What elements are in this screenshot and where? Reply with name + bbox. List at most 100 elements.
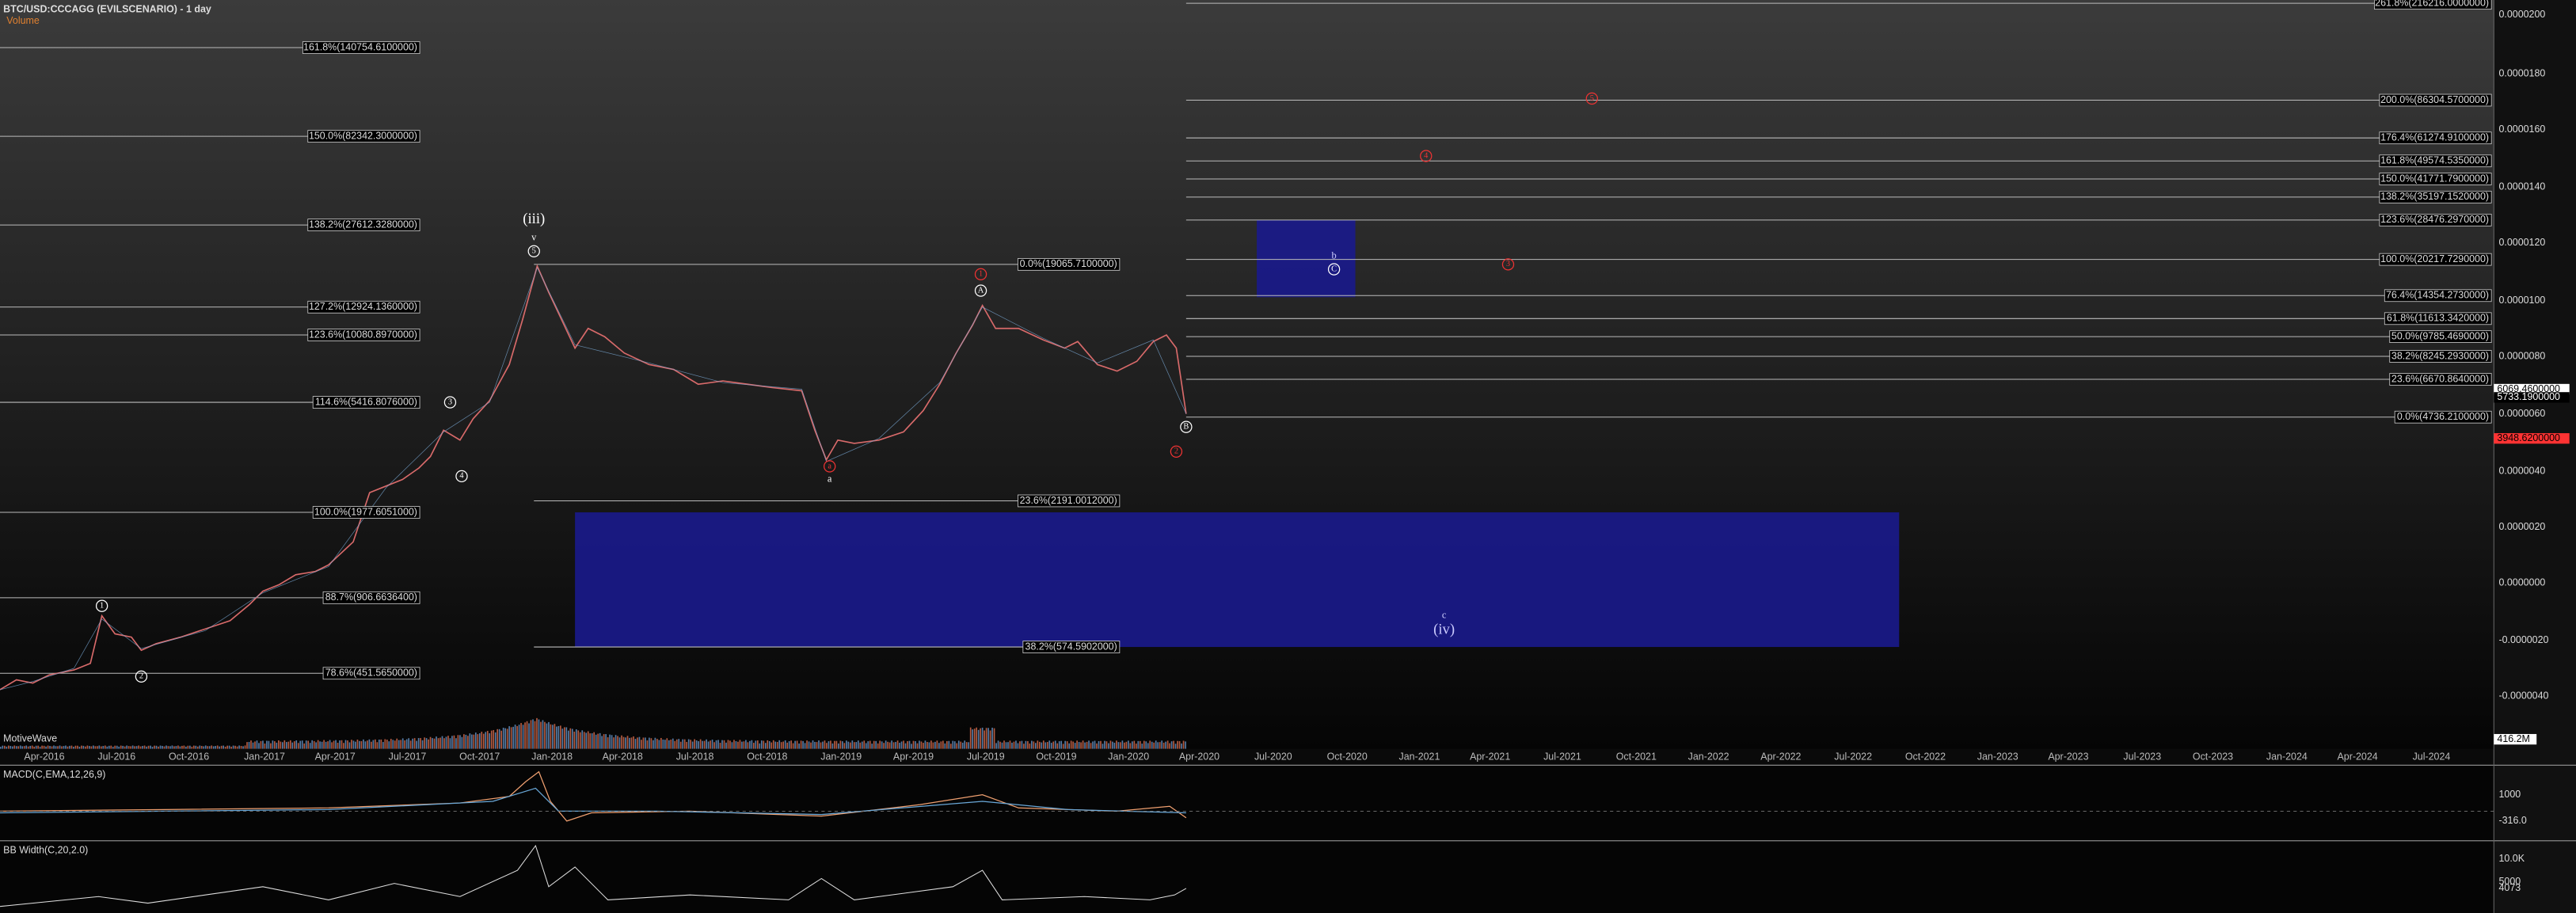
wave-label: 5 xyxy=(532,247,536,256)
volume-bar xyxy=(526,721,528,749)
volume-bar xyxy=(151,747,154,749)
fib-label-box xyxy=(2394,410,2492,424)
wave-label: 5 xyxy=(1590,94,1594,103)
volume-bar xyxy=(1082,740,1084,749)
volume-bar xyxy=(980,728,981,749)
volume-bar xyxy=(135,746,138,749)
volume-bar xyxy=(1166,740,1169,749)
volume-bar xyxy=(69,745,70,749)
volume-bar xyxy=(223,745,224,749)
volume-bar xyxy=(325,741,327,749)
fib-label-box xyxy=(2374,0,2492,10)
price-axis-label: 0.0000060 xyxy=(2498,408,2545,419)
volume-bar xyxy=(912,740,915,749)
volume-bar xyxy=(573,731,576,749)
volume-bar xyxy=(192,745,195,749)
volume-bar xyxy=(183,745,185,749)
fib-label: 138.2%(27612.3280000) xyxy=(309,219,417,230)
volume-bar xyxy=(794,740,796,749)
volume-bar xyxy=(924,740,927,749)
price-axis-pane xyxy=(2494,0,2576,913)
volume-bar xyxy=(907,741,908,749)
volume-bar xyxy=(242,746,244,749)
volume-bar xyxy=(89,746,90,749)
volume-bar xyxy=(293,741,295,749)
volume-bar xyxy=(70,745,73,749)
volume-bar xyxy=(131,745,134,749)
volume-bar xyxy=(771,742,773,749)
volume-bar xyxy=(327,741,329,749)
volume-bar xyxy=(455,738,457,749)
volume-bar xyxy=(372,740,375,749)
volume-bar xyxy=(7,745,10,749)
volume-bar xyxy=(938,743,940,749)
volume-bar xyxy=(344,740,347,749)
volume-bar xyxy=(11,746,13,749)
volume-bar xyxy=(1035,743,1037,749)
wave-label: b xyxy=(1331,249,1336,261)
volume-bar xyxy=(219,746,220,749)
volume-bar xyxy=(1037,740,1039,749)
price-axis-label: 0.0000180 xyxy=(2498,68,2545,79)
volume-bar xyxy=(948,740,950,749)
volume-bar xyxy=(865,743,867,749)
volume-bar xyxy=(319,741,321,749)
volume-bar xyxy=(812,740,814,749)
price-axis-label: -0.0000040 xyxy=(2498,690,2548,702)
volume-bar xyxy=(439,737,441,749)
volume-bar xyxy=(232,745,234,749)
volume-bar xyxy=(1025,740,1027,749)
volume-bar xyxy=(642,737,645,749)
volume-bar xyxy=(965,742,968,749)
wave-circle xyxy=(1327,263,1341,276)
fib-label: 176.4%(61274.9100000) xyxy=(2380,131,2489,143)
volume-bar xyxy=(895,741,896,749)
volume-bar xyxy=(849,742,851,749)
volume-tag-box xyxy=(2494,733,2537,745)
price-line xyxy=(0,267,1187,690)
volume-bar xyxy=(311,740,314,749)
date-label: Jul-2017 xyxy=(389,751,427,762)
price-line xyxy=(0,264,1187,690)
volume-bar xyxy=(774,741,777,749)
volume-bar xyxy=(900,741,903,749)
volume-bar xyxy=(6,746,8,749)
volume-bar xyxy=(923,743,924,749)
volume-bar xyxy=(593,732,595,749)
price-tag-box xyxy=(2494,383,2570,395)
volume-bar xyxy=(331,742,333,749)
volume-bar xyxy=(605,734,607,749)
fib-label: 114.6%(5416.8076000) xyxy=(315,396,417,407)
fib-label: 123.6%(10080.8970000) xyxy=(309,329,417,340)
volume-bar xyxy=(719,743,721,749)
volume-bar xyxy=(1023,744,1025,749)
volume-bar xyxy=(682,739,684,749)
volume-bar xyxy=(166,745,167,749)
volume-bar xyxy=(1155,740,1157,749)
volume-bar xyxy=(920,741,923,749)
volume-bar xyxy=(1128,740,1129,749)
volume-bar xyxy=(258,743,260,749)
volume-bar xyxy=(546,723,548,749)
volume-bar xyxy=(687,739,690,749)
volume-bar xyxy=(196,746,199,749)
volume-bar xyxy=(710,740,711,749)
volume-bar xyxy=(1131,741,1133,749)
price-tag: 6069.4600000 xyxy=(2497,383,2560,394)
volume-bar xyxy=(114,745,116,749)
volume-bar xyxy=(575,729,577,749)
volume-bar xyxy=(1056,743,1059,749)
volume-bar xyxy=(482,733,485,749)
volume-bar xyxy=(603,734,605,749)
chart-title: BTC/USD:CCCAGG (EVILSCENARIO) - 1 day xyxy=(3,4,211,15)
volume-bar xyxy=(441,736,443,749)
volume-bar xyxy=(607,737,609,749)
volume-bar xyxy=(74,745,77,749)
volume-bar xyxy=(240,746,242,749)
volume-bar xyxy=(234,745,236,749)
volume-bar xyxy=(751,740,753,749)
volume-bar xyxy=(96,746,98,749)
price-axis-label: -0.0000020 xyxy=(2498,634,2548,645)
volume-bar xyxy=(1173,740,1174,749)
volume-bar xyxy=(116,745,118,749)
